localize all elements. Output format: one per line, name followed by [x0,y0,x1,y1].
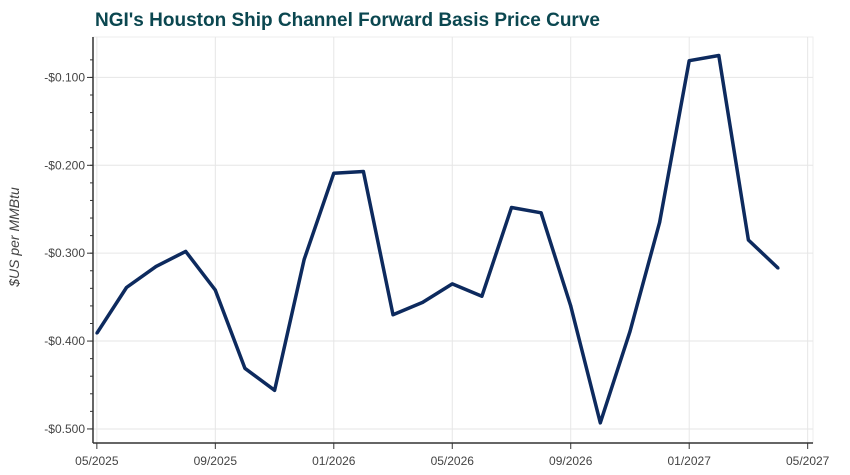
y-tick-label: -$0.200 [44,158,85,172]
data-point [154,264,158,268]
data-point [658,220,662,224]
y-tick-label: -$0.300 [44,246,85,260]
y-axis-label: $US per MMBtu [6,187,22,288]
data-point [391,313,395,317]
data-point [598,421,602,425]
x-tick-label: 09/2026 [549,454,593,468]
x-tick-label: 01/2026 [312,454,356,468]
data-point [539,211,543,215]
y-tick-label: -$0.500 [44,422,85,436]
data-point [243,366,247,370]
y-tick-label: -$0.400 [44,334,85,348]
data-point [95,331,99,335]
y-tick-label: -$0.100 [44,70,85,84]
plot-frame [92,36,814,444]
y-tick-labels: -$0.100 -$0.200 -$0.300 -$0.400 -$0.500 [44,70,85,436]
x-tick-label: 01/2027 [668,454,712,468]
chart-title: NGI's Houston Ship Channel Forward Basis… [95,10,600,31]
data-point [480,294,484,298]
data-point [302,257,306,261]
data-point [509,205,513,209]
data-point [717,53,721,57]
data-point [273,388,277,392]
data-point [628,329,632,333]
data-point [332,171,336,175]
data-point [776,266,780,270]
data-point [184,249,188,253]
data-point [450,282,454,286]
axes [87,37,813,449]
data-point [687,59,691,63]
data-point [569,304,573,308]
data-point [124,285,128,289]
data-point [361,169,365,173]
data-point [421,300,425,304]
x-tick-label: 05/2026 [431,454,475,468]
x-tick-labels: 05/2025 09/2025 01/2026 05/2026 09/2026 01/20… [75,454,830,468]
grid [92,36,814,444]
x-tick-label: 09/2025 [194,454,238,468]
series-line [95,53,780,425]
data-point [213,288,217,292]
x-tick-label: 05/2027 [786,454,830,468]
x-tick-label: 05/2025 [75,454,119,468]
data-points [95,53,780,425]
data-point [746,238,750,242]
